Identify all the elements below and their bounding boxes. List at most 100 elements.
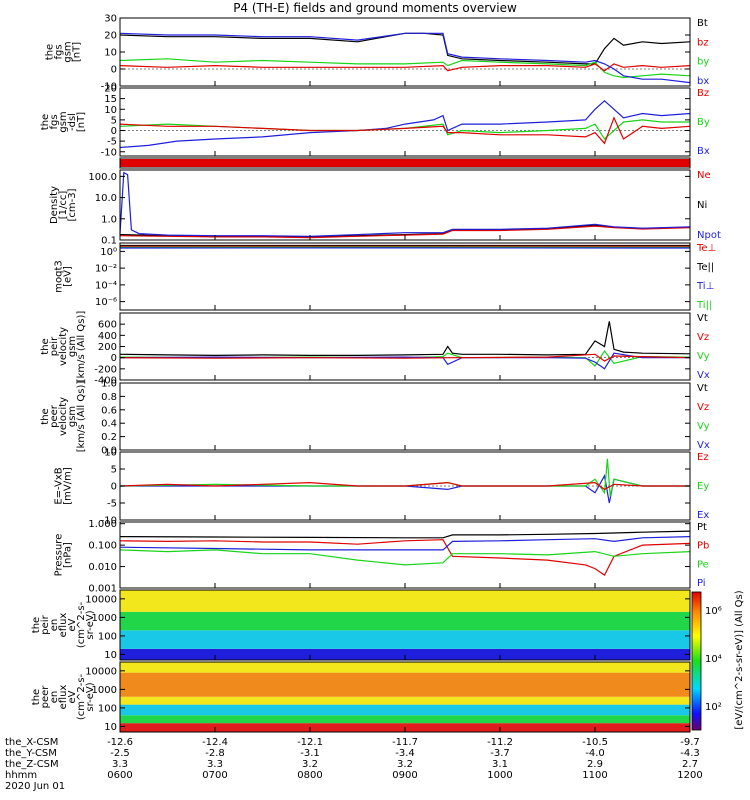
y-axis-label: sr-eV) — [85, 610, 96, 639]
y-axis-label: peir — [40, 614, 51, 634]
y-tick-label: 0.100 — [88, 541, 117, 552]
legend-label: Ti|| — [696, 300, 712, 311]
y-tick-label: -400 — [94, 376, 117, 387]
y-axis-label: velocity — [58, 397, 69, 436]
spectrogram-band — [120, 648, 690, 660]
colorbar-tick-label: 10⁶ — [705, 606, 722, 617]
time-row-value: -11.2 — [487, 737, 513, 748]
y-axis-label: gsm — [67, 336, 78, 357]
time-row-value: -10.5 — [582, 737, 608, 748]
y-tick-label: 10⁻⁶ — [95, 297, 117, 308]
time-row-value: 3.2 — [302, 759, 318, 770]
y-tick-label: 1.0 — [101, 379, 117, 390]
legend-label: Ti⊥ — [696, 281, 714, 292]
y-axis-label: gsm — [63, 41, 74, 62]
y-tick-label: 10 — [104, 650, 117, 661]
time-row-label: the_Z-CSM — [5, 759, 59, 770]
y-tick-label: -10 — [101, 147, 117, 158]
time-row-value: 0700 — [202, 770, 227, 781]
y-axis-label: eflux — [58, 613, 69, 638]
y-tick-label: 600 — [98, 320, 117, 331]
legend-label: Vx — [697, 440, 710, 451]
series-line-red — [119, 63, 691, 72]
series-line-red — [119, 225, 691, 239]
series-line-green — [119, 119, 690, 140]
time-row-value: -11.7 — [392, 737, 418, 748]
y-tick-label: 10 — [104, 448, 117, 459]
time-row-value: -2.8 — [205, 748, 225, 759]
legend-label: Ni — [697, 200, 707, 211]
y-axis-label: [nPa] — [63, 542, 74, 568]
panel-frame — [119, 17, 691, 87]
y-tick-label: 0.4 — [101, 419, 117, 430]
y-tick-label: 100.0 — [88, 172, 117, 183]
time-row-value: 0900 — [392, 770, 417, 781]
series-line-black — [119, 32, 691, 65]
legend-label: Vt — [697, 313, 708, 324]
panel-density: 0.1 1.0 10.0 100.0 Density[1/cc][cm-3] Ne Ni Np… — [49, 169, 721, 247]
time-row-value: 1100 — [582, 770, 607, 781]
y-axis-label: fgs — [54, 44, 65, 59]
y-tick-label: 10.0 — [95, 193, 117, 204]
legend-label: Vz — [697, 332, 709, 343]
y-tick-label: 20 — [104, 31, 117, 42]
state-bar — [120, 159, 690, 167]
panel-frame — [119, 169, 691, 241]
time-row-value: -3.7 — [490, 748, 510, 759]
y-axis-label: Pressure — [54, 534, 65, 577]
time-row-value: -4.0 — [585, 748, 605, 759]
time-row-value: 3.3 — [207, 759, 223, 770]
panel-peer-velocity: 0.0 0.2 0.4 0.6 0.8 1.0 thepeervelocitygsm[km/… — [40, 379, 710, 457]
time-row-value: -12.6 — [107, 737, 133, 748]
y-axis-label: gsm — [58, 111, 69, 132]
panel-peir-eflux: 10 100 1000 10000 thepeirenefluxeV(cm^2-s-sr… — [31, 589, 691, 661]
spectrogram-band — [120, 672, 690, 697]
y-tick-label: 1.0 — [101, 214, 117, 225]
y-tick-label: 100 — [98, 703, 117, 714]
y-tick-label: -10 — [101, 516, 117, 527]
time-row-value: -12.4 — [202, 737, 228, 748]
panel-pressure: 0.001 0.010 0.100 1.000 Pressure[nPa] Pt Pb Pe P… — [54, 519, 710, 594]
y-axis-label: [cm-3] — [67, 188, 78, 221]
legend-label: Vz — [697, 402, 709, 413]
time-row-label: the_X-CSM — [5, 737, 58, 748]
series-line-blue — [119, 99, 691, 149]
time-row-value: 3.3 — [112, 759, 128, 770]
y-tick-label: 0 — [111, 353, 117, 364]
legend-label: Vt — [697, 383, 708, 394]
y-tick-label: 10⁻² — [95, 264, 117, 275]
legend-label: Te|| — [696, 262, 714, 273]
y-axis-label: peer — [40, 685, 51, 709]
y-tick-label: 1.000 — [88, 519, 117, 530]
y-tick-label: 0.1 — [101, 236, 117, 247]
y-axis-label: the — [40, 338, 51, 354]
time-row-value: 1000 — [487, 770, 512, 781]
y-tick-label: -5 — [107, 499, 117, 510]
y-tick-label: 0.0 — [101, 446, 117, 457]
y-axis-label: [mV/m] — [63, 467, 74, 505]
series-line-black — [119, 530, 691, 539]
y-axis-label: en — [49, 619, 60, 632]
y-tick-label: 10000 — [85, 594, 117, 605]
series-line-black — [119, 321, 691, 357]
y-axis-label: peer — [49, 404, 60, 428]
time-row-value: -9.7 — [680, 737, 700, 748]
spectrogram-band — [120, 611, 690, 631]
y-tick-label: 1000 — [92, 613, 117, 624]
y-axis-label: [km/s (All Qs)] — [76, 381, 87, 453]
time-row-value: -2.5 — [110, 748, 130, 759]
y-tick-label: 20 — [104, 84, 117, 95]
time-row-value: 2.7 — [682, 759, 698, 770]
y-tick-label: 200 — [98, 342, 117, 353]
y-tick-label: 0 — [111, 482, 117, 493]
legend-label: bz — [697, 37, 709, 48]
y-axis-label: [nT] — [72, 42, 83, 62]
time-row-label: the_Y-CSM — [5, 748, 57, 759]
date-label: 2020 Jun 01 — [5, 781, 65, 792]
panel-peer-eflux: 10 100 1000 10000 thepeerenefluxeV(cm^2-s-sr… — [31, 661, 691, 733]
colorbar-tick-label: 10⁴ — [705, 654, 722, 665]
y-axis-label: peir — [49, 336, 60, 356]
y-tick-label: 0.8 — [101, 392, 117, 403]
time-row-value: 1200 — [677, 770, 702, 781]
y-tick-label: -10 — [101, 82, 117, 93]
